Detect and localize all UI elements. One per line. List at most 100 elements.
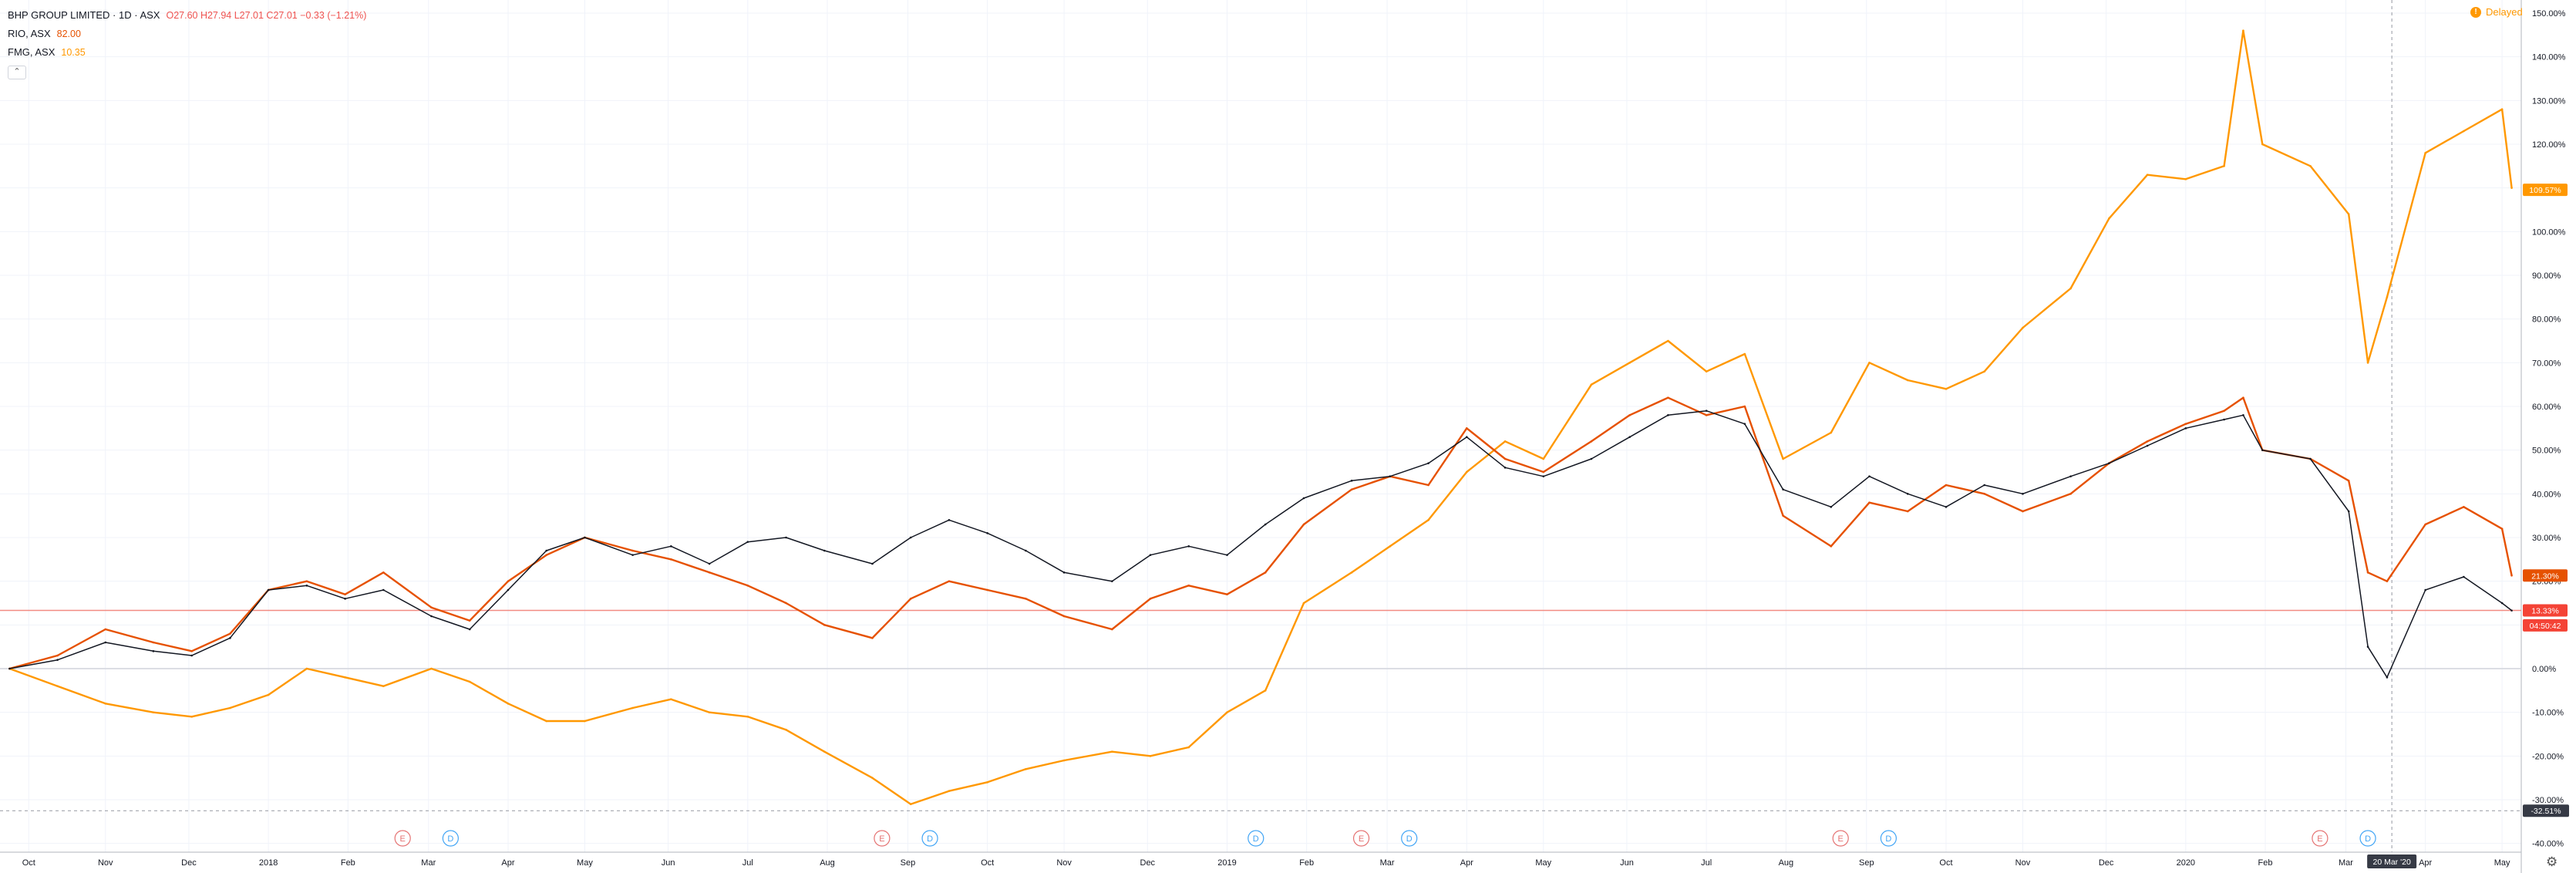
y-tick-label: 100.00%	[2532, 228, 2566, 237]
crosshair-y-label-box	[2523, 804, 2569, 817]
earnings-marker-label: E	[2317, 834, 2322, 844]
series-point-1	[2366, 571, 2369, 574]
series-point-2	[56, 659, 59, 661]
series-point-1	[1427, 484, 1429, 487]
series-point-1	[2223, 410, 2225, 412]
series-point-2	[1187, 545, 1190, 548]
series-point-1	[1542, 470, 1545, 474]
series-point-2	[2347, 510, 2350, 513]
series-point-0	[1945, 388, 1948, 390]
series-point-0	[631, 706, 634, 710]
series-point-0	[267, 693, 270, 696]
x-tick-label: Mar	[2339, 858, 2353, 868]
series-point-0	[1830, 431, 1833, 434]
series-point-2	[1906, 493, 1909, 495]
series-point-2	[708, 562, 711, 565]
series-point-2	[2366, 645, 2369, 648]
series-point-2	[2223, 418, 2225, 421]
series-point-2	[986, 532, 988, 534]
series-point-2	[344, 598, 346, 600]
series-point-2	[1782, 488, 1784, 490]
series-point-1	[1830, 545, 1833, 548]
series-point-2	[2022, 493, 2024, 495]
series-point-0	[104, 703, 107, 705]
series-point-2	[545, 549, 548, 552]
series-point-2	[909, 536, 912, 539]
earnings-marker-label: E	[879, 834, 884, 844]
series-point-2	[1025, 549, 1027, 552]
series-point-2	[871, 562, 874, 565]
series-point-0	[1542, 457, 1545, 460]
series-point-0	[545, 720, 548, 723]
series-point-2	[1110, 580, 1113, 582]
series-point-1	[1868, 501, 1871, 504]
series-point-2	[631, 554, 634, 556]
series-point-0	[1226, 711, 1228, 713]
legend-main-row[interactable]: BHP GROUP LIMITED · 1D · ASX O27.60 H27.…	[8, 6, 366, 25]
series-point-0	[1590, 383, 1593, 386]
series-point-2	[746, 541, 749, 543]
series-point-2	[823, 549, 826, 552]
dividend-marker	[921, 830, 938, 847]
series-point-0	[2366, 362, 2369, 364]
legend-row-fmg[interactable]: FMG, ASX 10.35	[8, 43, 366, 62]
series-point-2	[1149, 554, 1152, 556]
series-point-0	[1062, 759, 1066, 762]
earnings-marker	[1832, 830, 1849, 847]
x-tick-label: Aug	[1779, 858, 1794, 868]
dividend-marker	[1880, 830, 1897, 847]
series-point-0	[2463, 130, 2465, 133]
x-tick-label: Feb	[1299, 858, 1314, 868]
series-point-1	[1187, 585, 1190, 587]
series-point-2	[2309, 457, 2312, 460]
symbol-title[interactable]: BHP GROUP LIMITED · 1D · ASX	[8, 9, 160, 21]
series-point-1	[909, 598, 912, 600]
series-point-0	[1025, 768, 1027, 770]
crosshair-x-label-box	[2367, 854, 2417, 868]
series-point-1	[2242, 396, 2244, 399]
series-point-1	[1062, 615, 1066, 618]
series-point-2	[2242, 414, 2244, 416]
series-point-2	[382, 588, 385, 592]
series-point-0	[2146, 174, 2149, 176]
series-point-2	[785, 536, 787, 539]
series-point-1	[1110, 628, 1113, 631]
series-point-0	[1628, 362, 1631, 364]
price-label-box	[2523, 184, 2568, 197]
series-point-2	[1705, 410, 1708, 412]
series-point-2	[1743, 423, 1746, 425]
x-tick-label: May	[2494, 858, 2510, 868]
y-tick-label: -30.00%	[2532, 796, 2564, 805]
delayed-badge[interactable]: ! Delayed	[2470, 6, 2523, 18]
x-tick-label: Oct	[1939, 858, 1952, 868]
price-label-box	[2523, 604, 2568, 617]
series-point-2	[8, 667, 11, 670]
series-point-1	[986, 588, 988, 592]
series-point-2	[2463, 575, 2465, 578]
series-point-0	[1466, 470, 1468, 474]
series-point-2	[1504, 467, 1507, 469]
series-point-2	[1868, 475, 1871, 477]
price-label-text: 13.33%	[2531, 606, 2559, 615]
series-point-2	[2261, 449, 2264, 451]
series-point-1	[948, 580, 951, 582]
x-tick-label: Mar	[421, 858, 436, 868]
series-point-0	[430, 667, 433, 670]
legend-row-rio[interactable]: RIO, ASX 82.00	[8, 25, 366, 43]
gear-icon[interactable]: ⚙	[2546, 854, 2558, 869]
series-point-2	[152, 650, 155, 652]
series-point-0	[2424, 152, 2426, 154]
series-point-1	[746, 585, 749, 587]
series-point-2	[1466, 436, 1468, 438]
legend-rio-name: RIO, ASX	[8, 28, 51, 39]
series-point-2	[1389, 475, 1392, 477]
series-point-0	[382, 685, 385, 687]
series-point-1	[1466, 427, 1468, 430]
series-point-0	[1427, 519, 1429, 521]
x-tick-label: Apr	[1460, 858, 1473, 868]
series-point-1	[1782, 514, 1784, 517]
series-point-1	[1983, 493, 1986, 495]
series-point-2	[2424, 588, 2426, 592]
chevron-up-icon[interactable]: ⌃	[8, 66, 26, 79]
